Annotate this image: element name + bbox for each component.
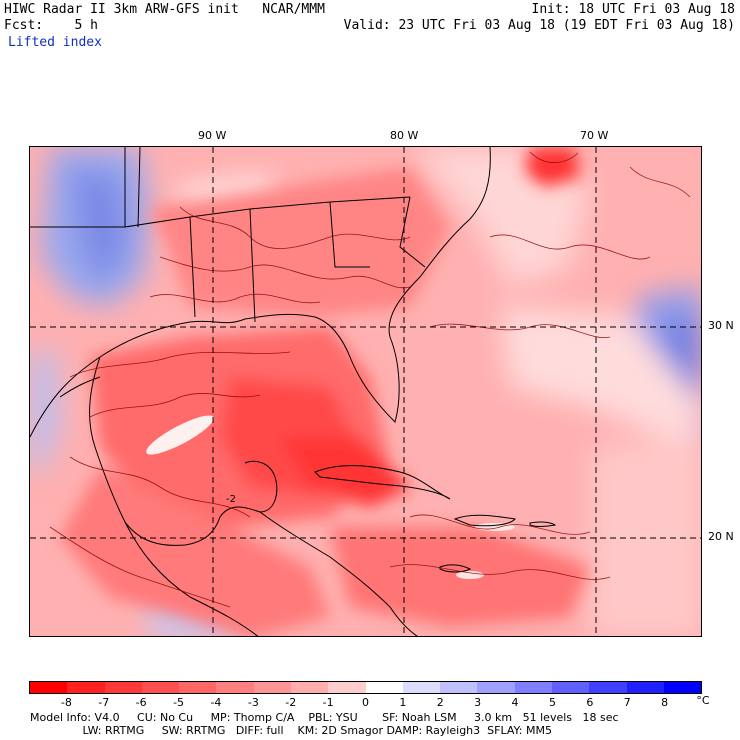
unstable-area-mexico-south [60, 467, 330, 636]
colorbar-tick-label: -6 [135, 696, 147, 709]
colorbar-tick-label: 4 [511, 696, 519, 709]
lifted-index-map: -2 [29, 146, 702, 637]
colorbar-tick-label: -5 [173, 696, 185, 709]
contour-se-us-1 [179, 206, 411, 249]
colorbar-segment-3 [141, 682, 180, 693]
colorbar-segment-2 [104, 682, 142, 693]
colorbar-tick-label: 7 [623, 696, 631, 709]
colorbar-tick-label: 0 [362, 696, 369, 709]
unstable-core-atlantic [525, 147, 580, 187]
colorbar-tick-label: -7 [98, 696, 110, 709]
colorbar-segment-13 [514, 682, 552, 693]
state-border-6 [399, 196, 426, 268]
puerto-rico [529, 521, 557, 527]
model-info-line1: Model Info: V4.0 CU: No Cu MP: Thomp C/A… [30, 711, 619, 724]
colorbar-segment-10 [402, 682, 441, 693]
stable-pocket-jamaica [456, 571, 484, 579]
map-canvas: -2 [30, 147, 701, 636]
contour-caribbean-2 [389, 564, 611, 580]
unstable-core-yucatan-channel [280, 437, 410, 507]
colorbar-tick-label: 1 [399, 696, 407, 709]
coastlines [30, 147, 557, 636]
jamaica [439, 564, 472, 573]
colorbar-segment-0 [30, 682, 68, 693]
colorbar-segment-15 [589, 682, 627, 693]
colorbar-segment-8 [328, 682, 366, 693]
contour-atlantic [489, 234, 651, 260]
colorbar-tick-label: 5 [548, 696, 556, 709]
lat-label-20n: 20 N [708, 530, 734, 543]
contour-ne-atlantic [629, 166, 691, 198]
contour-atlantic-core [529, 151, 579, 164]
mexico-border [59, 376, 101, 398]
state-border-4 [249, 208, 256, 323]
colorbar-segment-16 [626, 682, 664, 693]
forecast-hour: Fcst: 5 h [4, 18, 98, 33]
colorbar-tick-label: -4 [210, 696, 222, 709]
lon-label-70w: 70 W [580, 129, 609, 142]
mexico-pacific-coastline [124, 521, 259, 636]
colorbar-tick-label: 3 [474, 696, 482, 709]
colorbar-segment-4 [179, 682, 217, 693]
lat-label-30n: 30 N [708, 319, 734, 332]
colorbar-segment-12 [477, 682, 515, 693]
colorbar-segment-9 [365, 682, 403, 693]
graticule [30, 147, 701, 636]
colorbar-segment-5 [216, 682, 254, 693]
cuba [314, 465, 451, 500]
stable-pocket-western-gulf [146, 415, 214, 455]
field-name: Lifted index [8, 35, 102, 50]
contour-mexico-1 [69, 456, 251, 518]
valid-time: Valid: 23 UTC Fri 03 Aug 18 (19 EDT Fri … [343, 18, 735, 33]
colorbar-segment-17 [663, 682, 702, 693]
contour-gulf-1 [69, 351, 291, 378]
stable-pocket-hispaniola [475, 523, 515, 531]
contour-mexico-2 [49, 526, 231, 608]
colorbar-tick-label: -8 [60, 696, 72, 709]
colorbar-tick-label: -3 [247, 696, 259, 709]
mexico-yucatan-coastline [89, 356, 278, 546]
stable-area-mexico [30, 347, 60, 477]
lifted-index-contours [49, 151, 691, 608]
lon-label-80w: 80 W [390, 129, 419, 142]
light-area-west-atlantic [500, 307, 701, 447]
colorbar-tick-label: -2 [285, 696, 297, 709]
colorbar-tick-label: 8 [661, 696, 669, 709]
contour-caribbean-1 [409, 514, 591, 535]
colorbar [29, 681, 702, 694]
header-title: HIWC Radar II 3km ARW-GFS init NCAR/MMM [4, 2, 325, 17]
colorbar-tick-label: -1 [322, 696, 334, 709]
central-america-coastline [259, 511, 418, 636]
contour-bahamas [429, 323, 611, 339]
contour-se-us-3 [149, 293, 321, 304]
model-info-line2: LW: RRTMG SW: RRTMG DIFF: full KM: 2D Sm… [30, 724, 552, 737]
colorbar-segment-14 [551, 682, 590, 693]
state-border-5 [329, 201, 370, 268]
colorbar-tick-label: 6 [586, 696, 594, 709]
colorbar-segment-6 [253, 682, 291, 693]
light-area-caribbean-east [590, 437, 701, 636]
contour-se-us-2 [159, 256, 411, 289]
contour-label: -2 [226, 494, 236, 505]
colorbar-segment-1 [67, 682, 105, 693]
colorbar-unit: °C [696, 694, 710, 707]
hispaniola [453, 514, 516, 527]
colorbar-segment-11 [440, 682, 478, 693]
state-border-7 [137, 147, 141, 228]
lon-label-90w: 90 W [198, 129, 227, 142]
contour-gulf-2 [89, 393, 261, 418]
colorbar-tick-label: 2 [436, 696, 444, 709]
init-time: Init: 18 UTC Fri 03 Aug 18 [531, 2, 736, 17]
gulf-atlantic-coastline [30, 147, 491, 438]
colorbar-segment-7 [290, 682, 329, 693]
